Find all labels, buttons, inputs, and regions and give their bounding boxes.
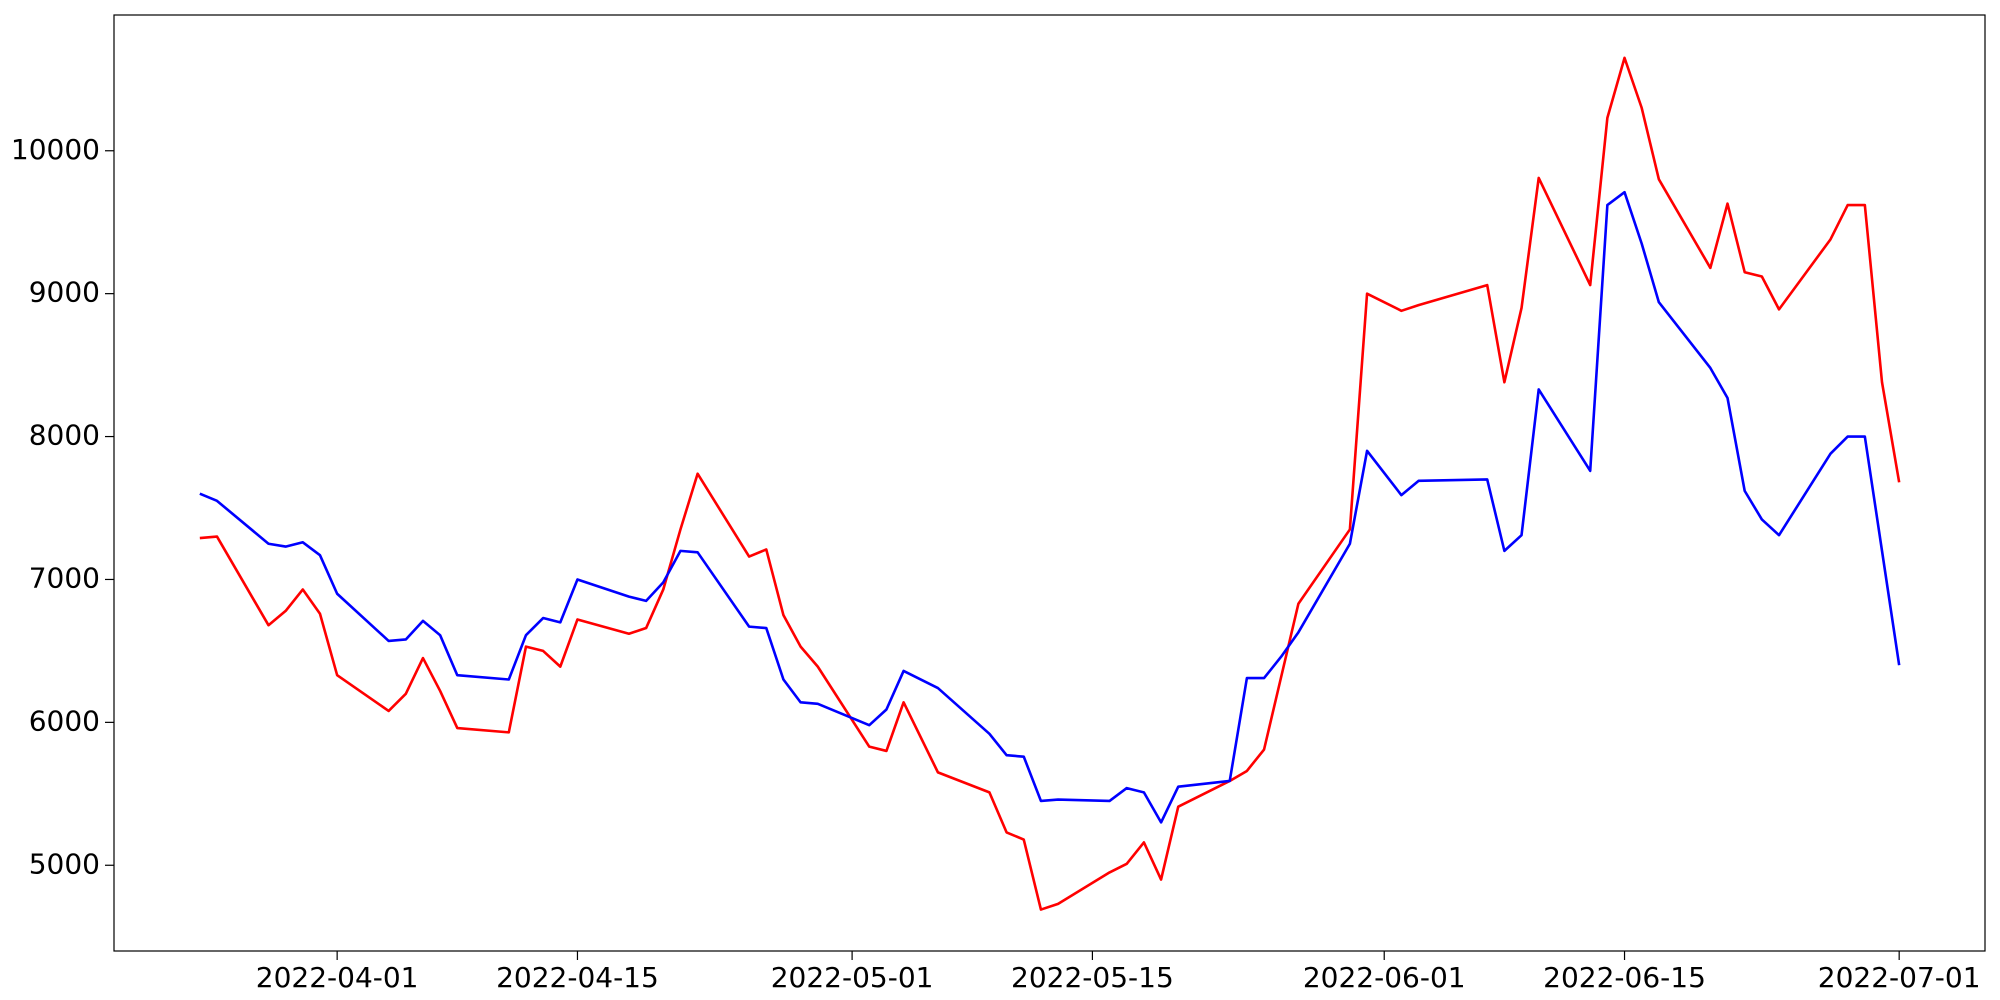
x-tick-label: 2022-04-01 [256, 961, 419, 994]
plot-frame [113, 14, 1986, 952]
y-tick-label: 9000 [29, 276, 100, 309]
y-tick-label: 5000 [29, 847, 100, 880]
x-tick-label: 2022-05-01 [771, 961, 934, 994]
x-tick-label: 2022-07-01 [1818, 961, 1981, 994]
x-tick-label: 2022-05-15 [1011, 961, 1174, 994]
x-tick-label: 2022-06-01 [1303, 961, 1466, 994]
y-tick-label: 7000 [29, 561, 100, 594]
x-tick-label: 2022-06-15 [1543, 961, 1706, 994]
y-tick-label: 8000 [29, 419, 100, 452]
x-tick-label: 2022-04-15 [496, 961, 659, 994]
line-series [199, 56, 1901, 911]
y-tick-label: 10000 [11, 133, 100, 166]
line-series [199, 190, 1901, 824]
y-tick-label: 6000 [29, 704, 100, 737]
